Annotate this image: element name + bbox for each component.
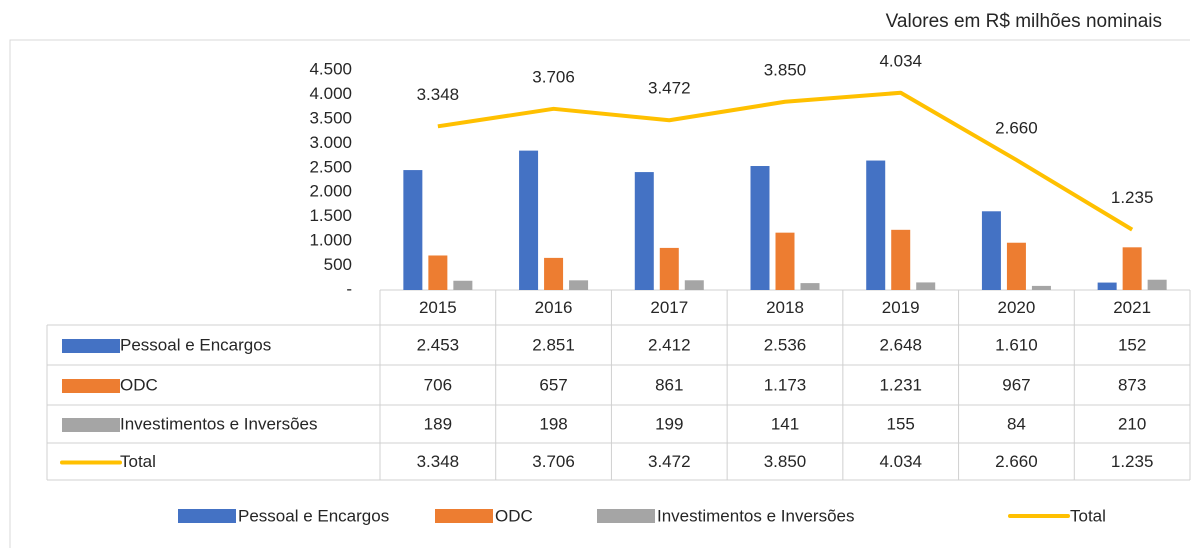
table-cell: 2.412: [648, 335, 691, 354]
table-cell: 2.648: [879, 335, 922, 354]
x-tick-label: 2016: [535, 298, 573, 317]
table-cell: 198: [539, 414, 567, 433]
bar: [800, 283, 820, 290]
bar: [403, 170, 423, 290]
table-cell: 3.472: [648, 452, 691, 471]
legend-label: Investimentos e Inversões: [657, 506, 854, 525]
table-cell: 152: [1118, 335, 1146, 354]
table-cell: 1.235: [1111, 452, 1154, 471]
y-tick-label: 500: [324, 255, 352, 274]
table-cell: 189: [424, 414, 452, 433]
table-legend-key: [62, 379, 120, 393]
table-cell: 3.706: [532, 452, 575, 471]
y-tick-label: 2.000: [309, 182, 352, 201]
table-cell: 210: [1118, 414, 1146, 433]
table-cell: 141: [771, 414, 799, 433]
x-tick-label: 2018: [766, 298, 804, 317]
table-row-label: Pessoal e Encargos: [120, 335, 271, 354]
bar: [891, 229, 911, 290]
y-tick-label: 3.500: [309, 108, 352, 127]
chart-frame: [9, 39, 1190, 548]
table-cell: 2.660: [995, 452, 1038, 471]
y-tick-label: -: [346, 279, 352, 298]
data-label: 3.472: [648, 79, 691, 98]
y-tick-label: 4.000: [309, 84, 352, 103]
bar: [519, 150, 539, 290]
table-cell: 706: [424, 375, 452, 394]
legend-label: Total: [1070, 506, 1106, 525]
table-cell: 873: [1118, 375, 1146, 394]
data-label: 2.660: [995, 118, 1038, 137]
table-legend-key: [62, 418, 120, 432]
table-cell: 155: [887, 414, 915, 433]
table-cell: 1.610: [995, 335, 1038, 354]
table-cell: 4.034: [879, 452, 922, 471]
bar: [1006, 242, 1026, 290]
data-label: 1.235: [1111, 188, 1154, 207]
bar: [659, 247, 679, 290]
x-tick-label: 2021: [1113, 298, 1151, 317]
x-tick-label: 2019: [882, 298, 920, 317]
legend-key: [178, 509, 236, 523]
y-tick-label: 2.500: [309, 157, 352, 176]
table-legend-key: [62, 339, 120, 353]
y-tick-label: 3.000: [309, 133, 352, 152]
table-cell: 199: [655, 414, 683, 433]
bar: [1122, 247, 1142, 290]
bar: [634, 172, 654, 290]
legend-label: ODC: [495, 506, 533, 525]
table-cell: 2.851: [532, 335, 575, 354]
bar: [981, 211, 1001, 290]
table-row-label: Investimentos e Inversões: [120, 414, 317, 433]
y-tick-label: 1.000: [309, 231, 352, 250]
data-label: 3.706: [532, 67, 575, 86]
table-cell: 1.173: [764, 375, 807, 394]
bar: [1097, 282, 1117, 290]
bar: [916, 282, 936, 290]
y-tick-label: 1.500: [309, 206, 352, 225]
legend-key: [597, 509, 655, 523]
table-cell: 84: [1007, 414, 1026, 433]
chart-subtitle: Valores em R$ milhões nominais: [886, 11, 1162, 32]
table-cell: 657: [539, 375, 567, 394]
table-cell: 1.231: [879, 375, 922, 394]
bar: [684, 280, 704, 290]
total-line: [437, 90, 1134, 232]
table-cell: 2.536: [764, 335, 807, 354]
data-label: 4.034: [879, 51, 922, 70]
data-label: 3.348: [417, 85, 460, 104]
table-cell: 3.850: [764, 452, 807, 471]
bar: [544, 257, 564, 290]
x-tick-label: 2020: [998, 298, 1036, 317]
table-cell: 967: [1002, 375, 1030, 394]
table-cell: 861: [655, 375, 683, 394]
bar: [775, 232, 795, 290]
y-tick-label: 4.500: [309, 59, 352, 78]
table-cell: 2.453: [417, 335, 460, 354]
x-tick-label: 2017: [650, 298, 688, 317]
table-row-label: ODC: [120, 375, 158, 394]
bar: [1147, 279, 1167, 290]
legend-key: [435, 509, 493, 523]
legend-label: Pessoal e Encargos: [238, 506, 389, 525]
bar: [569, 280, 589, 290]
bar: [1031, 285, 1051, 290]
x-tick-label: 2015: [419, 298, 457, 317]
bar: [453, 280, 473, 290]
data-label: 3.850: [764, 60, 807, 79]
table-row-label: Total: [120, 452, 156, 471]
bar: [750, 166, 770, 290]
bar: [866, 160, 886, 290]
bar: [428, 255, 448, 290]
table-cell: 3.348: [417, 452, 460, 471]
